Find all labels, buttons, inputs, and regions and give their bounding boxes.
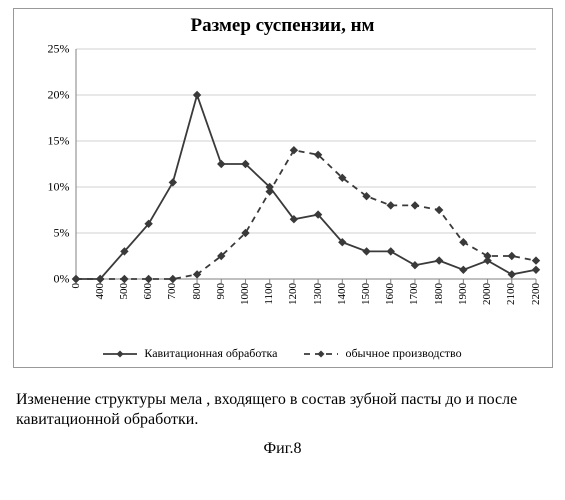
legend-swatch-standard: [304, 347, 338, 361]
figure-page: Размер суспензии, нм 0%5%10%15%20%25%040…: [0, 0, 565, 500]
x-tick-label: 1800: [433, 283, 445, 305]
x-tick-label: 2000: [481, 283, 493, 305]
x-tick-label: 1300: [312, 283, 324, 305]
chart-title: Размер суспензии, нм: [14, 9, 552, 37]
plot-area: 0%5%10%15%20%25%040050060070080090010001…: [76, 49, 536, 279]
x-tick-label: 2100: [505, 283, 517, 305]
legend: Кавитационная обработка обычное производ…: [14, 346, 552, 361]
legend-label-cavitation: Кавитационная обработка: [144, 346, 277, 360]
x-tick-label: 800: [191, 283, 203, 300]
y-tick-label: 25%: [48, 42, 70, 57]
x-tick-label: 1500: [360, 283, 372, 305]
legend-swatch-cavitation: [103, 347, 137, 361]
x-tick-label: 700: [166, 283, 178, 300]
legend-item-standard: обычное производство: [304, 346, 461, 361]
x-tick-label: 1700: [408, 283, 420, 305]
legend-label-standard: обычное производство: [345, 346, 461, 360]
y-tick-label: 10%: [48, 180, 70, 195]
y-tick-label: 20%: [48, 88, 70, 103]
x-tick-label: 1600: [384, 283, 396, 305]
x-tick-label: 1200: [287, 283, 299, 305]
legend-item-cavitation: Кавитационная обработка: [103, 346, 277, 361]
x-tick-label: 1100: [263, 283, 275, 305]
y-tick-label: 15%: [48, 134, 70, 149]
x-tick-label: 600: [142, 283, 154, 300]
y-tick-label: 0%: [54, 272, 70, 287]
x-tick-label: 1000: [239, 283, 251, 305]
figure-label: Фиг.8: [12, 440, 553, 458]
x-tick-label: 500: [118, 283, 130, 300]
y-tick-label: 5%: [54, 226, 70, 241]
x-tick-label: 400: [94, 283, 106, 300]
x-tick-label: 2200: [530, 283, 542, 305]
x-tick-label: 1400: [336, 283, 348, 305]
x-tick-label: 1900: [457, 283, 469, 305]
chart-container: Размер суспензии, нм 0%5%10%15%20%25%040…: [13, 8, 553, 368]
x-tick-label: 900: [215, 283, 227, 300]
figure-caption: Изменение структуры мела , входящего в с…: [12, 390, 553, 430]
x-tick-label: 0: [70, 283, 82, 289]
chart-svg: [76, 49, 536, 279]
